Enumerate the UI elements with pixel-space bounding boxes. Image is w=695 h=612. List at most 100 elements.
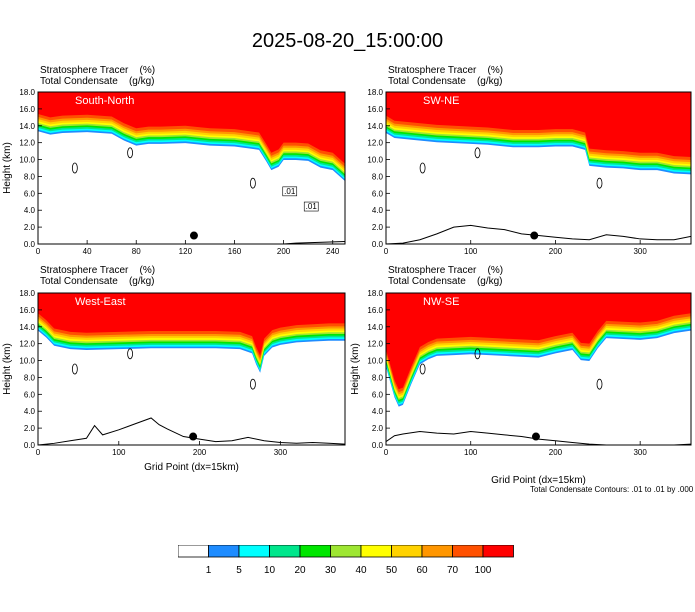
y-tick-label: 8.0	[372, 172, 384, 181]
x-tick-label: 300	[633, 247, 647, 256]
header-line-condensate: Total Condensate (g/kg)	[388, 276, 503, 287]
contour-label-box	[303, 201, 319, 212]
header-line-tracer: Stratosphere Tracer (%)	[40, 265, 156, 276]
condensate-contour	[249, 378, 256, 390]
x-tick-label: 100	[464, 247, 478, 256]
colorbar-level-label: 30	[325, 565, 337, 576]
y-tick-label: 16.0	[19, 105, 35, 114]
panel-south-north: South-North 0.0 2.0 4.0 6.0 8.0 10.0 12.0 14.0 16…	[2, 88, 346, 256]
condensate-contour	[127, 147, 134, 159]
plot-frame	[385, 91, 692, 245]
tracer-field	[38, 293, 345, 445]
y-axis-label: Height (km)	[350, 343, 361, 395]
plot-frame	[37, 91, 346, 245]
y-tick-label: 18.0	[19, 88, 35, 97]
y-tick-label: 16.0	[367, 105, 383, 114]
y-tick-label: 10.0	[19, 156, 35, 165]
x-axis-label: Grid Point (dx=15km)	[144, 462, 239, 473]
panel-nw-se: NW-SE 0.0 2.0 4.0 6.0 8.0 10.0 12.0 14.0 16.0 18.0…	[350, 289, 692, 486]
y-tick-label: 14.0	[19, 323, 35, 332]
x-tick-label: 120	[179, 247, 193, 256]
tracer-field	[38, 92, 345, 244]
x-tick-label: 0	[36, 448, 41, 457]
y-axis-label: Height (km)	[2, 142, 13, 194]
condensate-contour	[474, 147, 481, 159]
x-tick-label: 40	[83, 247, 92, 256]
y-tick-label: 10.0	[367, 156, 383, 165]
condensate-contour	[596, 378, 603, 390]
y-tick-label: 0.0	[24, 240, 36, 249]
y-tick-label: 8.0	[24, 373, 36, 382]
y-tick-label: 14.0	[367, 323, 383, 332]
y-tick-label: 4.0	[372, 206, 384, 215]
x-tick-label: 160	[228, 247, 242, 256]
x-tick-label: 300	[633, 448, 647, 457]
condensate-contour	[71, 162, 78, 174]
header-line-tracer: Stratosphere Tracer (%)	[40, 65, 156, 76]
header-line-condensate: Total Condensate (g/kg)	[388, 76, 503, 87]
header-line-tracer: Stratosphere Tracer (%)	[388, 65, 504, 76]
location-marker	[531, 432, 540, 441]
y-axis-label: Height (km)	[2, 343, 13, 395]
tracer-band-0	[38, 92, 345, 164]
colorbar-swatch	[208, 545, 240, 558]
contour-note: Total Condensate Contours: .01 to .01 by…	[530, 485, 694, 494]
tracer-band-0	[38, 293, 345, 356]
y-tick-label: 10.0	[19, 357, 35, 366]
colorbar-swatch	[452, 545, 484, 558]
y-tick-label: 4.0	[24, 206, 36, 215]
colorbar-swatch	[421, 545, 453, 558]
condensate-contour	[71, 363, 78, 375]
panel-label: West-East	[75, 296, 126, 308]
y-tick-label: 6.0	[372, 189, 384, 198]
panel-header-west-east: Stratosphere Tracer (%) Total Condensate …	[40, 265, 155, 287]
panel-header-south-north: Stratosphere Tracer (%) Total Condensate …	[40, 65, 155, 87]
colorbar: 1 5 10 20 30 40 50 60 70 100	[178, 545, 514, 576]
location-marker	[189, 231, 198, 240]
panel-label: NW-SE	[423, 296, 459, 308]
x-tick-label: 200	[277, 247, 291, 256]
y-tick-label: 6.0	[24, 189, 36, 198]
header-line-tracer: Stratosphere Tracer (%)	[388, 265, 504, 276]
y-tick-label: 18.0	[367, 88, 383, 97]
contour-label-box	[282, 186, 298, 197]
condensate-contour	[127, 348, 134, 360]
colorbar-swatch	[299, 545, 331, 558]
y-tick-label: 14.0	[367, 122, 383, 131]
terrain-line	[386, 224, 691, 244]
x-tick-label: 0	[384, 247, 389, 256]
header-line-condensate: Total Condensate (g/kg)	[40, 276, 155, 287]
colorbar-swatch	[391, 545, 423, 558]
y-tick-label: 4.0	[372, 407, 384, 416]
plot-frame	[37, 292, 346, 446]
colorbar-swatch	[330, 545, 362, 558]
colorbar-level-label: 100	[475, 565, 492, 576]
colorbar-swatch	[238, 545, 270, 558]
condensate-contour	[419, 363, 426, 375]
header-line-condensate: Total Condensate (g/kg)	[40, 76, 155, 87]
x-axis-label: Grid Point (dx=15km)	[491, 475, 586, 486]
colorbar-level-label: 70	[447, 565, 459, 576]
x-tick-label: 300	[274, 448, 288, 457]
x-tick-label: 0	[36, 247, 41, 256]
terrain-line	[38, 417, 345, 445]
y-tick-label: 12.0	[19, 139, 35, 148]
x-tick-label: 200	[549, 448, 563, 457]
y-tick-label: 6.0	[24, 390, 36, 399]
colorbar-level-label: 10	[264, 565, 276, 576]
terrain-line	[386, 430, 691, 445]
terrain-line	[38, 240, 345, 244]
y-tick-label: 12.0	[19, 340, 35, 349]
y-tick-label: 6.0	[372, 390, 384, 399]
condensate-contour	[249, 177, 256, 189]
y-tick-label: 0.0	[372, 240, 384, 249]
location-marker	[530, 231, 539, 240]
colorbar-swatch	[482, 545, 514, 558]
colorbar-level-label: 60	[416, 565, 428, 576]
figure-title: 2025-08-20_15:00:00	[251, 30, 444, 52]
x-tick-label: 0	[384, 448, 389, 457]
y-tick-label: 12.0	[367, 139, 383, 148]
y-tick-label: 18.0	[19, 289, 35, 298]
y-tick-label: 12.0	[367, 340, 383, 349]
condensate-contour	[419, 162, 426, 174]
